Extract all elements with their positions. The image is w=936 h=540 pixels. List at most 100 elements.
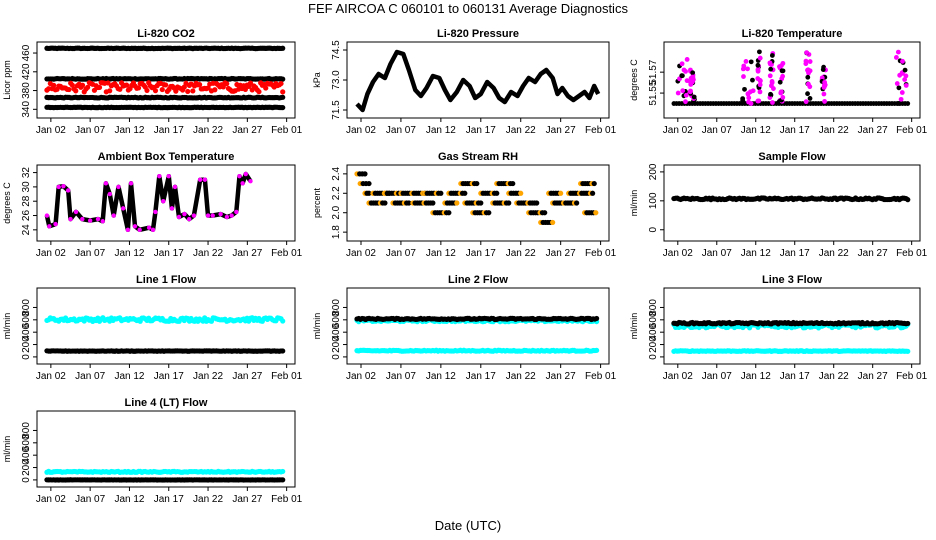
x-tick-label: Jan 12 [114, 125, 144, 136]
data-point [748, 101, 754, 106]
data-point [780, 95, 786, 100]
data-point [900, 58, 905, 64]
data-point [821, 85, 827, 90]
data-layer [44, 468, 286, 483]
data-point [47, 224, 52, 229]
x-tick-label: Jan 12 [426, 371, 456, 382]
data-point [146, 225, 152, 230]
chart-panel: Ambient Box Temperature degrees C 24 26 28 30… [2, 151, 303, 259]
x-tick-label: Jan 12 [426, 125, 456, 136]
data-point [172, 184, 178, 190]
data-point [120, 206, 126, 211]
data-point [590, 190, 596, 196]
y-tick-label: 51.55 [648, 80, 659, 105]
data-point [56, 184, 61, 190]
data-point [506, 200, 512, 206]
data-point [679, 61, 685, 67]
data-point [755, 67, 761, 73]
data-point [743, 59, 749, 64]
data-point [684, 57, 690, 62]
data-point [186, 216, 192, 222]
data-point [767, 61, 773, 67]
x-tick-label: Jan 17 [466, 248, 496, 259]
data-point [691, 77, 696, 82]
data-point [750, 88, 756, 94]
data-point [680, 88, 686, 94]
y-tick-label: 0 [21, 354, 32, 360]
data-point [153, 209, 158, 215]
data-point [256, 89, 262, 95]
x-tick-label: Jan 27 [232, 494, 262, 505]
data-point [770, 100, 775, 105]
plot-frame [36, 164, 296, 242]
x-tick-label: Jan 07 [75, 371, 105, 382]
data-point [280, 468, 286, 475]
x-tick-label: Jan 22 [506, 371, 536, 382]
data-point [382, 200, 388, 206]
data-point [169, 206, 175, 211]
data-point [210, 213, 215, 218]
data-point [73, 88, 79, 94]
chart-panel: Li-820 CO2 Licor ppm 340 380 420 460 Jan 02 Jan… [2, 28, 303, 136]
data-point [280, 104, 286, 111]
data-point [683, 99, 688, 105]
x-tick-label: Feb 01 [896, 125, 928, 136]
x-tick-label: Jan 02 [36, 248, 66, 259]
x-tick-label: Feb 01 [271, 494, 303, 505]
x-tick-label: Jan 12 [741, 125, 771, 136]
y-axis-label: ml/min [629, 313, 639, 340]
y-axis-label: ml/min [2, 436, 12, 463]
data-point [87, 218, 93, 223]
data-point [280, 89, 286, 95]
x-tick-label: Jan 22 [193, 125, 223, 136]
panel-title: Li-820 Pressure [437, 28, 519, 40]
data-point [805, 74, 811, 80]
panel-title: Line 3 Flow [762, 274, 822, 286]
y-tick-label: 71.5 [331, 100, 342, 120]
data-layer [44, 171, 253, 233]
data-point [683, 69, 688, 74]
y-tick-label: 2.0 [331, 205, 342, 219]
data-point [157, 173, 162, 179]
data-point [691, 94, 697, 100]
x-tick-label: Jan 17 [466, 371, 496, 382]
y-tick-label: 460 [21, 44, 32, 61]
data-point [903, 73, 909, 79]
data-point [128, 181, 134, 186]
y-tick-label: 600 [21, 311, 32, 328]
data-point [745, 66, 750, 72]
data-point [494, 190, 500, 196]
plot-frame [663, 164, 921, 242]
x-tick-label: Jan 12 [426, 248, 456, 259]
y-tick-label: 200 [331, 336, 342, 353]
y-tick-label: 73.0 [331, 70, 342, 90]
panel-title: Li-820 CO2 [137, 28, 194, 40]
data-point [534, 200, 540, 206]
y-tick-label: 380 [21, 82, 32, 99]
data-point [218, 211, 223, 217]
x-tick-label: Jan 07 [702, 248, 732, 259]
x-tick-label: Feb 01 [271, 125, 303, 136]
figure-title: FEF AIRCOA C 060101 to 060131 Average Di… [308, 1, 628, 16]
y-tick-label: 0 [648, 354, 659, 360]
x-tick-label: Jan 27 [232, 125, 262, 136]
data-point [280, 76, 286, 82]
data-point [234, 209, 239, 215]
data-point [510, 180, 516, 187]
data-point [73, 209, 79, 215]
data-point [896, 101, 901, 106]
data-point [757, 89, 763, 95]
y-axis-label: Licor ppm [2, 60, 12, 100]
x-tick-label: Jan 17 [466, 125, 496, 136]
data-point [100, 219, 105, 224]
x-tick-label: Jan 27 [546, 248, 576, 259]
data-point [478, 200, 484, 206]
data-point [757, 55, 763, 61]
data-point [166, 173, 171, 179]
y-tick-label: 400 [648, 323, 659, 340]
data-point [740, 99, 746, 105]
x-tick-label: Jan 07 [702, 125, 732, 136]
data-point [688, 88, 693, 94]
y-tick-label: 600 [648, 311, 659, 328]
